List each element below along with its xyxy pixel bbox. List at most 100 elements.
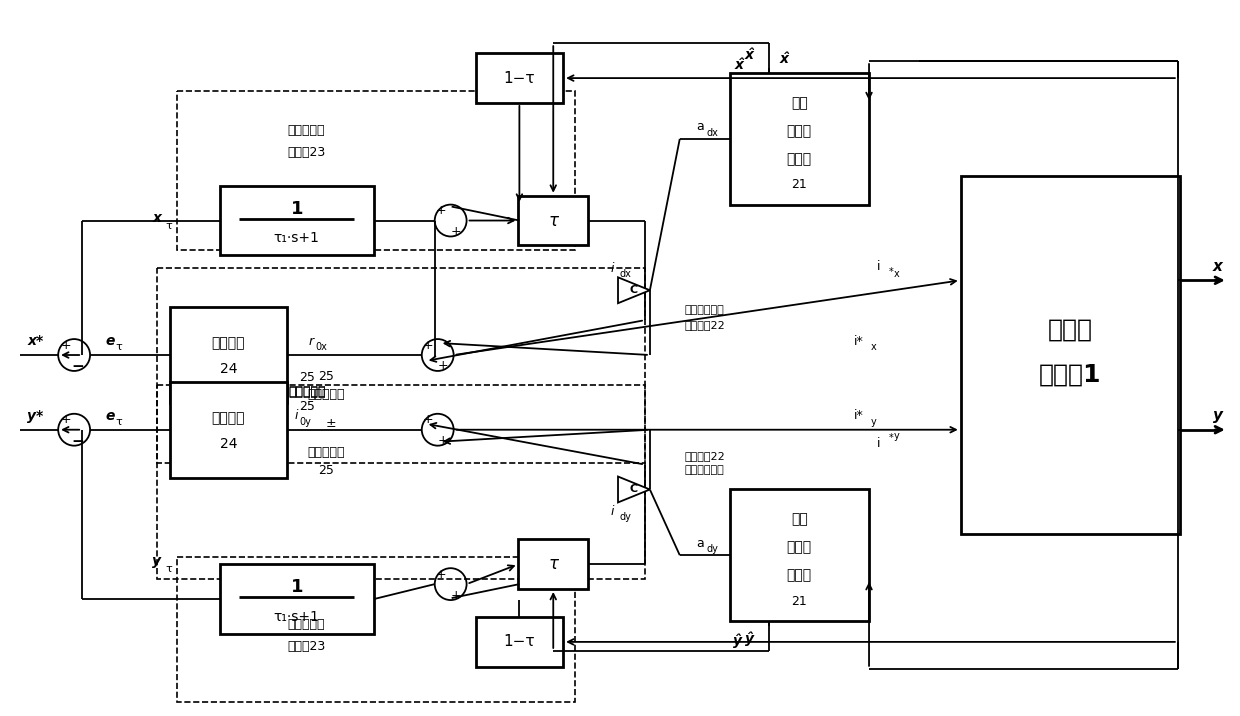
- Text: +: +: [423, 339, 433, 352]
- Text: τ: τ: [548, 555, 558, 574]
- Text: ŷ: ŷ: [745, 632, 754, 646]
- Text: e: e: [105, 334, 114, 348]
- Text: x: x: [894, 269, 900, 279]
- Text: 21: 21: [791, 178, 807, 191]
- Text: x̂: x̂: [780, 52, 789, 66]
- Text: τ₁·s+1: τ₁·s+1: [274, 231, 320, 246]
- Text: x: x: [872, 342, 877, 352]
- Text: 复合控制器: 复合控制器: [308, 446, 345, 459]
- Text: 转换环节22: 转换环节22: [684, 450, 725, 460]
- Text: 加速度: 加速度: [786, 124, 812, 138]
- Text: i*: i*: [854, 410, 864, 422]
- Bar: [729, 73, 869, 205]
- Text: 1: 1: [290, 578, 303, 596]
- Text: 1−τ: 1−τ: [503, 634, 536, 649]
- Text: e: e: [105, 409, 114, 422]
- Text: 移反馈23: 移反馈23: [288, 146, 325, 159]
- Text: 复合控制器: 复合控制器: [289, 385, 326, 398]
- Text: i: i: [295, 410, 298, 422]
- Text: ±: ±: [326, 417, 336, 430]
- Text: 转换环节22: 转换环节22: [684, 320, 725, 330]
- Text: τ₁·s+1: τ₁·s+1: [274, 610, 320, 624]
- Text: x*: x*: [27, 334, 43, 348]
- Text: 浮系统1: 浮系统1: [1039, 363, 1101, 387]
- Text: −: −: [72, 434, 84, 449]
- Text: 25: 25: [319, 370, 334, 384]
- Text: +: +: [423, 413, 433, 426]
- Polygon shape: [618, 477, 650, 503]
- Text: 复合控制器: 复合控制器: [308, 388, 345, 402]
- Text: τ: τ: [548, 211, 558, 230]
- Bar: [177, 557, 575, 702]
- Text: 广义悬: 广义悬: [1048, 318, 1092, 342]
- Text: 复合径向位: 复合径向位: [288, 619, 325, 632]
- Text: a: a: [696, 120, 703, 133]
- Text: +: +: [435, 568, 446, 581]
- Text: i: i: [877, 260, 880, 273]
- Text: 1: 1: [290, 200, 303, 218]
- Text: 扰动: 扰动: [791, 513, 807, 526]
- Text: +: +: [450, 589, 461, 601]
- Text: 移反馈23: 移反馈23: [288, 640, 325, 654]
- Text: τ: τ: [115, 417, 123, 427]
- Text: a: a: [696, 537, 703, 550]
- Text: +: +: [438, 434, 448, 448]
- Text: C: C: [630, 485, 639, 495]
- Text: +: +: [450, 225, 461, 238]
- Text: x̂: x̂: [735, 58, 744, 72]
- Text: 加速度: 加速度: [786, 541, 812, 554]
- Text: 观测器: 观测器: [786, 152, 812, 166]
- Text: ŷ: ŷ: [733, 634, 742, 648]
- Text: τ: τ: [165, 221, 172, 231]
- Text: *: *: [889, 267, 893, 277]
- Text: 25: 25: [299, 400, 315, 413]
- Bar: [729, 490, 869, 621]
- Text: dx: dx: [707, 128, 718, 138]
- Text: −: −: [72, 359, 84, 374]
- Text: y: y: [153, 554, 161, 569]
- Bar: [518, 539, 588, 589]
- Text: 主控制器: 主控制器: [212, 411, 246, 425]
- Text: 1−τ: 1−τ: [503, 71, 536, 86]
- Text: 21: 21: [791, 594, 807, 608]
- Text: dx: dx: [619, 269, 631, 279]
- Text: 复合径向位: 复合径向位: [288, 125, 325, 137]
- Text: *: *: [889, 432, 893, 442]
- Text: τ: τ: [165, 564, 172, 574]
- Text: +: +: [61, 339, 72, 352]
- Text: +: +: [435, 204, 446, 217]
- Text: y*: y*: [27, 409, 43, 422]
- Text: 25: 25: [319, 464, 334, 477]
- Text: 0x: 0x: [315, 342, 327, 352]
- Text: 24: 24: [219, 437, 237, 450]
- Bar: [177, 91, 575, 251]
- Bar: [961, 175, 1179, 534]
- Text: x: x: [1213, 259, 1223, 274]
- Text: 0y: 0y: [299, 417, 311, 427]
- Text: dy: dy: [707, 544, 718, 554]
- Text: τ: τ: [115, 342, 123, 352]
- Text: y: y: [1213, 408, 1223, 423]
- Text: C: C: [630, 285, 639, 295]
- Bar: [518, 195, 588, 246]
- Bar: [170, 307, 288, 403]
- Bar: [156, 385, 645, 579]
- Bar: [476, 53, 563, 103]
- Text: y: y: [872, 417, 877, 427]
- Text: x: x: [153, 211, 161, 225]
- Text: +: +: [438, 359, 448, 372]
- Text: 25: 25: [299, 372, 315, 384]
- Bar: [219, 564, 374, 634]
- Text: r: r: [309, 334, 314, 347]
- Text: i: i: [610, 262, 614, 275]
- Text: 24: 24: [219, 362, 237, 376]
- Text: 主控制器: 主控制器: [212, 336, 246, 350]
- Text: i: i: [877, 437, 880, 450]
- Text: y: y: [894, 431, 900, 440]
- Text: 复合控制器: 复合控制器: [289, 387, 326, 400]
- Text: 扰动: 扰动: [791, 96, 807, 110]
- Text: 观测器: 观测器: [786, 569, 812, 582]
- Bar: [219, 185, 374, 256]
- Bar: [170, 382, 288, 478]
- Text: +: +: [61, 413, 72, 426]
